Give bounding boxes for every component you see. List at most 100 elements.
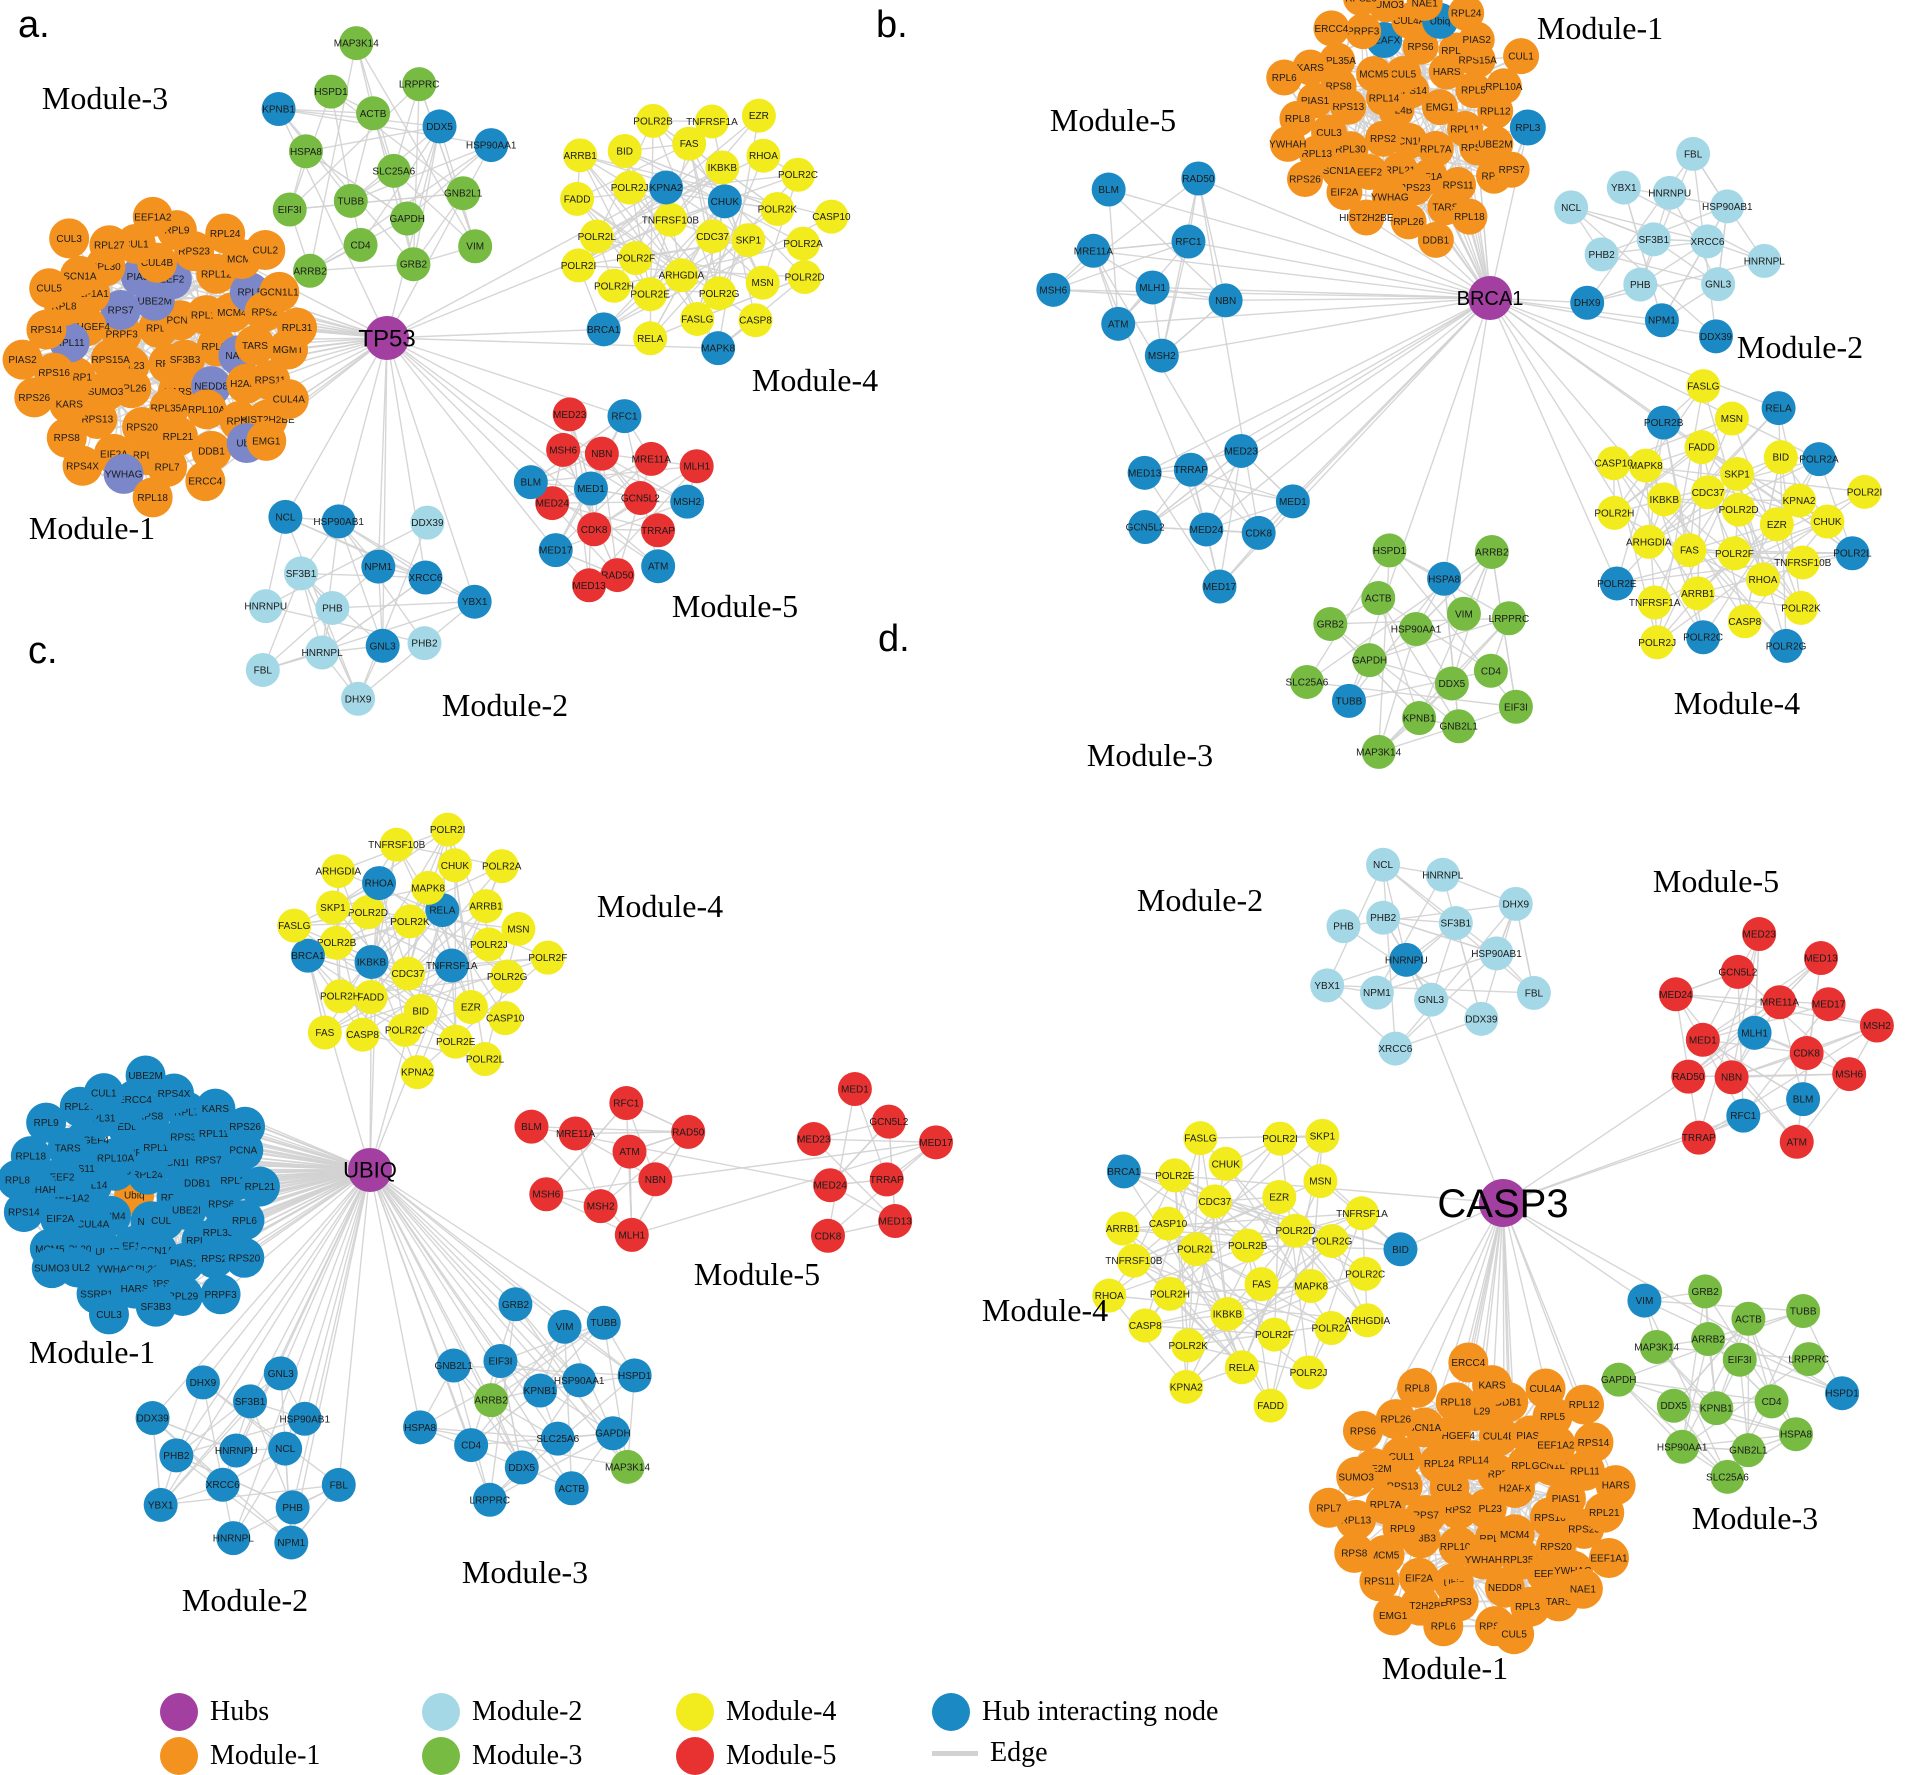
node-circle[interactable] [314, 74, 349, 109]
node-circle[interactable] [341, 681, 376, 716]
node-HSPA8[interactable]: HSPA8 [403, 1410, 438, 1445]
node-circle[interactable] [1676, 136, 1711, 171]
node-ATM[interactable]: ATM [641, 549, 676, 584]
node-HARS[interactable]: HARS [1595, 1465, 1636, 1506]
node-circle[interactable] [387, 1012, 422, 1047]
node-circle[interactable] [1313, 10, 1350, 47]
node-RPL21[interactable]: RPL21 [239, 1166, 280, 1207]
node-circle[interactable] [1173, 452, 1208, 487]
node-circle[interactable] [1503, 38, 1540, 75]
node-SUMO3[interactable]: SUMO3 [1336, 1456, 1377, 1497]
node-ARRB1[interactable]: ARRB1 [563, 138, 597, 173]
node-RPL18[interactable]: RPL18 [1435, 1382, 1476, 1423]
node-circle[interactable] [322, 979, 357, 1014]
node-BID[interactable]: BID [1763, 440, 1798, 475]
node-HSPD1[interactable]: HSPD1 [617, 1358, 652, 1393]
node-circle[interactable] [362, 866, 397, 901]
node-circle[interactable] [376, 153, 411, 188]
node-MED24[interactable]: MED24 [1658, 977, 1693, 1012]
node-circle[interactable] [490, 959, 525, 994]
node-MCM5[interactable]: MCM5 [1356, 55, 1393, 92]
node-circle[interactable] [1498, 689, 1533, 724]
node-DDB1[interactable]: DDB1 [1417, 221, 1454, 258]
node-RFC1[interactable]: RFC1 [607, 399, 642, 434]
node-GNL3[interactable]: GNL3 [1414, 982, 1449, 1017]
node-circle[interactable] [634, 441, 669, 476]
node-POLR2K[interactable]: POLR2K [758, 191, 798, 226]
node-circle[interactable] [1319, 42, 1356, 79]
node-POLR2E[interactable]: POLR2E [1155, 1158, 1195, 1193]
node-SF3B1[interactable]: SF3B1 [233, 1384, 268, 1419]
node-circle[interactable] [1361, 734, 1396, 769]
node-RELA[interactable]: RELA [633, 321, 668, 356]
node-HSP90AA1[interactable]: HSP90AA1 [1391, 611, 1442, 646]
node-circle[interactable] [552, 397, 587, 432]
node-circle[interactable] [1224, 433, 1259, 468]
node-MED17[interactable]: MED17 [1202, 569, 1237, 604]
node-circle[interactable] [1135, 270, 1170, 305]
node-circle[interactable] [62, 445, 103, 486]
node-circle[interactable] [1759, 507, 1794, 542]
node-MED13[interactable]: MED13 [1803, 941, 1838, 976]
node-CD4[interactable]: CD4 [1754, 1384, 1789, 1419]
node-FBL[interactable]: FBL [321, 1467, 356, 1502]
node-POLR2I[interactable]: POLR2I [561, 248, 597, 283]
node-circle[interactable] [1691, 475, 1726, 510]
node-KPNB1[interactable]: KPNB1 [261, 92, 296, 127]
node-CDK8[interactable]: CDK8 [1789, 1036, 1824, 1071]
node-circle[interactable] [1686, 620, 1721, 655]
node-circle[interactable] [234, 325, 275, 366]
node-POLR2K[interactable]: POLR2K [1781, 590, 1821, 625]
node-circle[interactable] [1810, 504, 1845, 539]
node-MLH1[interactable]: MLH1 [1737, 1015, 1772, 1050]
node-RPS7[interactable]: RPS7 [100, 290, 141, 331]
node-CUL4A[interactable]: CUL4A [268, 379, 309, 420]
node-POLR2C[interactable]: POLR2C [778, 157, 818, 192]
node-circle[interactable] [132, 477, 173, 518]
node-NPM1[interactable]: NPM1 [1359, 975, 1394, 1010]
node-IKBKB[interactable]: IKBKB [354, 944, 389, 979]
node-RPS14[interactable]: RPS14 [1573, 1422, 1614, 1463]
node-NBN[interactable]: NBN [584, 436, 619, 471]
node-CUL3[interactable]: CUL3 [88, 1294, 129, 1335]
node-circle[interactable] [290, 938, 325, 973]
node-circle[interactable] [584, 436, 619, 471]
node-CUL5[interactable]: CUL5 [1385, 55, 1422, 92]
node-GCN5L2[interactable]: GCN5L2 [869, 1104, 909, 1139]
node-DDX39[interactable]: DDX39 [135, 1401, 170, 1436]
node-RPL27[interactable]: RPL27 [89, 225, 130, 266]
node-UBE2M[interactable]: UBE2M [125, 1055, 166, 1096]
node-BID[interactable]: BID [607, 133, 642, 168]
node-circle[interactable] [781, 157, 816, 192]
node-circle[interactable] [1402, 701, 1437, 736]
node-circle[interactable] [595, 1416, 630, 1451]
node-FADD[interactable]: FADD [1253, 1388, 1288, 1423]
node-POLR2D[interactable]: POLR2D [1719, 492, 1759, 527]
node-TNFRSF1A[interactable]: TNFRSF1A [1629, 585, 1681, 620]
node-POLR2B[interactable]: POLR2B [317, 925, 357, 960]
node-circle[interactable] [1763, 440, 1798, 475]
node-NBN[interactable]: NBN [1714, 1060, 1749, 1095]
node-TNFRSF10B[interactable]: TNFRSF10B [368, 827, 426, 862]
node-circle[interactable] [164, 339, 205, 380]
node-SF3B1[interactable]: SF3B1 [283, 556, 318, 591]
node-circle[interactable] [100, 290, 141, 331]
node-circle[interactable] [680, 301, 715, 336]
node-ATM[interactable]: ATM [1779, 1124, 1814, 1159]
node-CUL4A[interactable]: CUL4A [1525, 1368, 1566, 1409]
node-circle[interactable] [1417, 221, 1454, 258]
node-circle[interactable] [623, 481, 658, 516]
node-circle[interactable] [1491, 601, 1526, 636]
node-circle[interactable] [159, 1438, 194, 1473]
node-CDC37[interactable]: CDC37 [390, 956, 425, 991]
node-FADD[interactable]: FADD [560, 181, 595, 216]
node-HSP90AB1[interactable]: HSP90AB1 [1702, 189, 1753, 224]
node-circle[interactable] [396, 247, 431, 282]
node-circle[interactable] [579, 219, 614, 254]
node-circle[interactable] [618, 241, 653, 276]
node-VIM[interactable]: VIM [1446, 596, 1481, 631]
node-RPS20[interactable]: RPS20 [1343, 0, 1379, 17]
node-circle[interactable] [185, 1365, 220, 1400]
node-circle[interactable] [194, 1238, 235, 1279]
node-circle[interactable] [672, 126, 707, 161]
